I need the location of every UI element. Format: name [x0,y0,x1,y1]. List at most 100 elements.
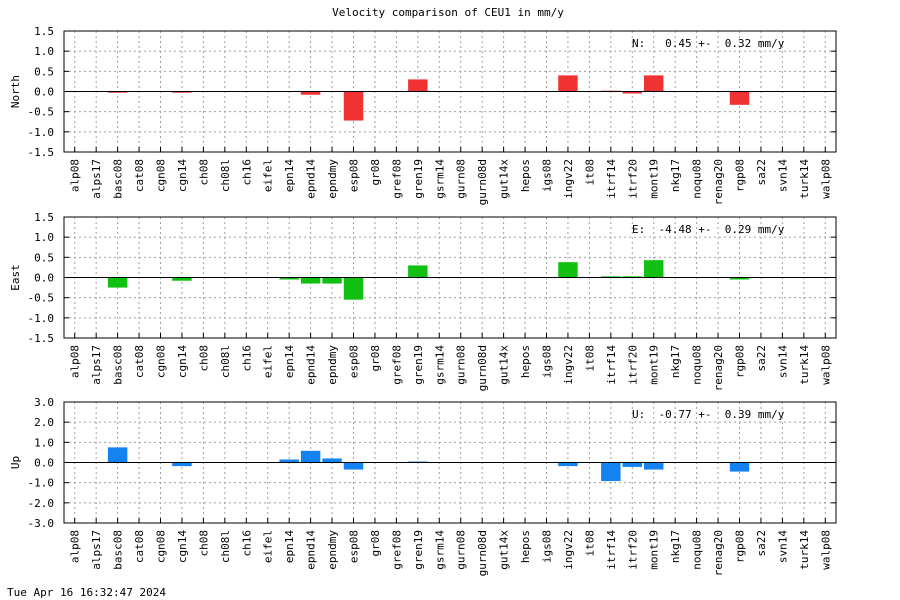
x-tick-label: epnd14 [305,345,318,385]
stat-annotation: E: -4.48 +- 0.29 mm/y [632,223,785,236]
x-tick-label: gurn08d [476,159,489,205]
x-tick-label: ch16 [240,159,253,186]
y-axis-label: Up [9,456,22,469]
bar-epndmy [322,458,342,463]
bar-rgp08 [729,91,750,105]
x-tick-label: rgp08 [734,530,747,563]
x-tick-label: ch08l [219,345,232,378]
bar-itrf20 [622,91,642,94]
stat-annotation: U: -0.77 +- 0.39 mm/y [632,408,785,421]
x-tick-label: gr08 [369,530,382,557]
x-tick-label: ch08 [197,530,210,557]
x-tick-label: ingv22 [562,530,575,570]
x-tick-label: mont19 [648,530,661,570]
x-tick-label: esp08 [348,530,361,563]
x-tick-label: epnd14 [305,159,318,199]
x-tick-label: svn14 [776,345,789,378]
y-tick-label: 0.5 [34,251,54,264]
x-tick-label: gsrm14 [433,159,446,199]
bar-cgn14 [172,462,192,467]
x-tick-label: gut14x [498,345,511,385]
x-tick-label: cgn08 [155,530,168,563]
x-tick-label: igs08 [541,345,554,378]
stat-annotation: N: 0.45 +- 0.32 mm/y [632,37,785,50]
bar-basc08 [107,91,128,93]
y-tick-label: 0.0 [34,272,54,285]
bar-epnd14 [300,91,321,95]
x-tick-label: turk14 [798,345,811,385]
x-tick-label: it08 [583,345,596,372]
y-tick-label: 0.5 [34,65,54,78]
x-tick-label: esp08 [348,159,361,192]
x-tick-label: sa22 [755,530,768,557]
x-tick-label: epn14 [283,159,296,192]
x-tick-label: itrf14 [605,345,618,385]
x-tick-label: basc08 [112,530,125,570]
x-tick-label: gren19 [412,159,425,199]
bar-rgp08 [729,277,750,280]
x-tick-label: ingv22 [562,345,575,385]
x-tick-label: gref08 [390,530,403,570]
x-tick-label: itrf20 [626,345,639,385]
bar-gren19 [408,265,428,278]
bar-mont19 [644,260,664,278]
x-tick-label: cgn08 [155,159,168,192]
bar-itrf14 [601,462,621,482]
x-tick-label: basc08 [112,159,125,199]
x-tick-label: alp08 [69,345,82,378]
y-tick-label: -2.0 [28,497,55,510]
bar-rgp08 [729,462,750,472]
x-tick-label: hepos [519,159,532,192]
x-tick-label: sa22 [755,159,768,186]
bar-mont19 [644,75,664,92]
bar-epndmy [322,277,342,284]
x-tick-label: it08 [583,159,596,186]
x-tick-label: alps17 [90,159,103,199]
x-tick-label: gut14x [498,159,511,199]
y-tick-label: 0.0 [34,86,54,99]
x-tick-label: alps17 [90,530,103,570]
x-tick-label: itrf20 [626,530,639,570]
x-tick-label: ch16 [240,345,253,372]
y-tick-label: -1.0 [28,126,55,139]
x-tick-label: gref08 [390,159,403,199]
x-tick-label: ch08l [219,530,232,563]
x-tick-label: gsrm14 [433,345,446,385]
bar-cgn14 [172,277,192,281]
y-tick-label: 1.0 [34,231,54,244]
x-tick-label: turk14 [798,159,811,199]
x-tick-label: eifel [262,345,275,378]
timestamp-label: Tue Apr 16 16:32:47 2024 [7,586,166,599]
x-tick-label: ingv22 [562,159,575,199]
bar-ingv22 [558,75,578,92]
bar-epn14 [279,277,299,280]
y-tick-label: 1.0 [34,45,54,58]
x-tick-label: cat08 [133,345,146,378]
x-tick-label: gurn08d [476,345,489,391]
x-tick-label: cat08 [133,530,146,563]
y-axis-label: North [9,75,22,108]
x-tick-label: it08 [583,530,596,557]
plot-frame [63,30,837,153]
x-tick-label: nkg17 [669,530,682,563]
x-tick-label: alp08 [69,159,82,192]
panel-up: 3.0 2.0 1.0 0.0 -1.0 -2.0 -3.0 alp08 alps17 basc0… [9,396,837,576]
x-tick-label: epndmy [326,530,339,570]
x-tick-label: renag20 [712,530,725,576]
x-tick-label: hepos [519,530,532,563]
x-tick-label: nkg17 [669,159,682,192]
x-tick-label: epnd14 [305,530,318,570]
y-tick-label: 1.0 [34,436,54,449]
x-tick-label: itrf14 [605,530,618,570]
x-tick-label: alps17 [90,345,103,385]
plot-frame [63,401,837,524]
x-tick-label: epn14 [283,345,296,378]
x-tick-label: svn14 [776,159,789,192]
bar-epnd14 [300,450,321,463]
x-tick-label: epndmy [326,159,339,199]
chart-title: Velocity comparison of CEU1 in mm/y [332,6,564,19]
x-tick-label: igs08 [541,159,554,192]
x-tick-label: walp08 [819,530,832,570]
bar-ingv22 [558,262,578,278]
bar-esp08 [343,91,364,121]
